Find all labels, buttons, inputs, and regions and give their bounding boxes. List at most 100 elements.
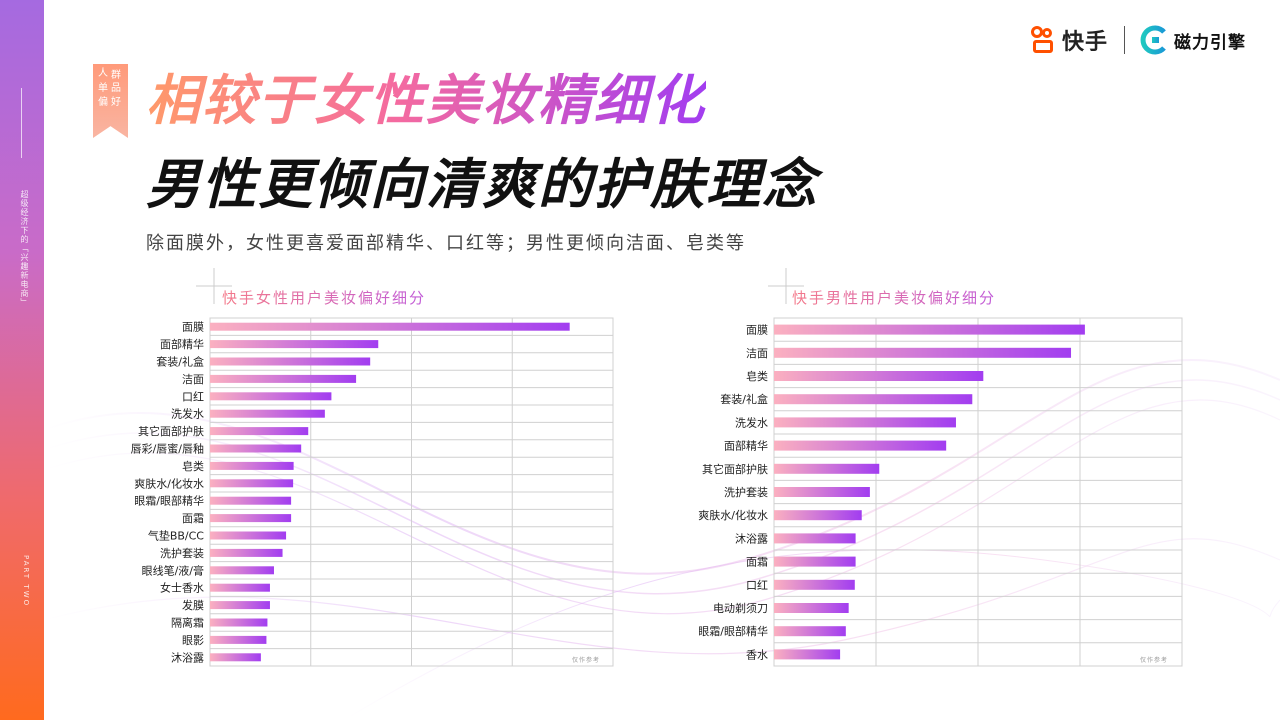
category-label: 气垫BB/CC	[148, 529, 204, 543]
bar	[210, 583, 270, 592]
category-label: 皂类	[746, 369, 768, 383]
chart-title-female: 快手女性用户美妆偏好细分	[222, 289, 427, 307]
panel-line-right	[786, 285, 1176, 287]
bar	[774, 417, 956, 428]
category-label: 洁面	[746, 347, 768, 360]
bar	[774, 440, 947, 451]
category-label: 眼影	[182, 634, 204, 647]
kuaishou-logo: 快手	[1030, 24, 1108, 56]
side-vertical-caption: 超级经济下的「兴趣新电商」	[20, 190, 29, 307]
bar	[774, 371, 984, 381]
category-label: 眼线笔/液/膏	[142, 563, 204, 577]
chart-watermark: 仅作参考	[1140, 657, 1169, 664]
cili-logo: 磁力引擎	[1138, 24, 1246, 56]
bar	[210, 635, 267, 644]
category-label: 皂类	[182, 459, 204, 473]
category-label: 爽肤水/化妆水	[698, 508, 768, 522]
category-label: 香水	[746, 648, 768, 661]
bar	[210, 357, 371, 366]
category-label: 面霜	[746, 556, 768, 569]
bar	[210, 479, 294, 488]
chart-title-male: 快手男性用户美妆偏好细分	[792, 289, 997, 307]
category-label: 套装/礼盒	[156, 355, 204, 369]
bar	[774, 394, 973, 405]
bar	[210, 322, 570, 331]
bar	[774, 603, 849, 613]
bar	[210, 548, 283, 557]
left-side-band: 超级经济下的「兴趣新电商」 PART TWO	[0, 0, 44, 720]
bar	[774, 510, 862, 521]
category-label: 口红	[746, 579, 768, 592]
category-label: 电动剃须刀	[713, 602, 768, 615]
bar	[774, 463, 880, 474]
bar	[210, 653, 261, 662]
page-subtitle: 除面膜外，女性更喜爱面部精华、口红等；男性更倾向洁面、皂类等	[146, 233, 746, 254]
bar	[210, 618, 268, 627]
bar	[210, 374, 357, 383]
section-tag: 人 群 单 品 偏 好	[93, 64, 128, 138]
tag-char: 偏	[98, 97, 108, 108]
category-label: 面霜	[182, 512, 204, 525]
bar	[774, 487, 870, 497]
bar	[210, 340, 379, 349]
bar	[210, 566, 274, 575]
bar	[210, 427, 309, 436]
category-label: 眼霜/眼部精华	[698, 624, 768, 638]
page-title-line2: 男性更倾向清爽的护肤理念	[146, 153, 818, 216]
panel-line-left	[214, 285, 594, 287]
category-label: 其它面部护肤	[138, 424, 204, 438]
bar	[774, 649, 841, 660]
category-label: 沐浴露	[735, 532, 768, 545]
bar	[774, 626, 846, 637]
category-label: 面部精华	[724, 439, 768, 453]
bar	[774, 347, 1072, 358]
bar	[210, 514, 292, 523]
bar	[210, 531, 287, 540]
bar	[774, 556, 856, 567]
bar	[774, 579, 855, 590]
category-label: 洗发水	[171, 407, 204, 421]
male-bar-chart: 面膜 洁面 皂类 套装/礼盒 洗发水 面部精华 其它面部护肤 洗护套装 爽肤水/化妆水 沐浴露 面霜…	[640, 317, 1190, 668]
category-label: 套装/礼盒	[720, 392, 768, 406]
category-label: 洁面	[182, 373, 204, 386]
male-bar-chart-svg: 面膜洁面皂类套装/礼盒洗发水面部精华其它面部护肤洗护套装爽肤水/化妆水沐浴露面霜…	[698, 317, 1183, 667]
category-label: 唇彩/唇蜜/唇釉	[131, 442, 204, 456]
cili-logo-icon	[1140, 25, 1166, 55]
tag-char: 群	[111, 70, 121, 81]
category-label: 爽肤水/化妆水	[134, 476, 204, 490]
bar	[210, 444, 302, 453]
bar	[210, 409, 325, 418]
chart-watermark: 仅作参考	[572, 657, 601, 664]
category-label: 隔离霜	[171, 616, 204, 630]
category-label: 其它面部护肤	[702, 462, 768, 476]
kuaishou-logo-text: 快手	[1062, 30, 1109, 55]
tag-char: 好	[111, 97, 121, 108]
bar	[210, 461, 294, 470]
tag-char: 单	[98, 83, 108, 94]
female-bar-chart: 面膜面部精华套装/礼盒洁面口红洗发水其它面部护肤唇彩/唇蜜/唇釉皂类爽肤水/化妆…	[60, 317, 620, 668]
side-part-label: PART TWO	[22, 555, 30, 608]
category-label: 洗护套装	[160, 546, 204, 560]
tag-char: 人	[98, 68, 108, 79]
category-label: 口红	[182, 390, 204, 403]
side-divider-line	[21, 88, 22, 158]
category-label: 沐浴露	[171, 651, 204, 664]
bar	[210, 496, 292, 505]
bar	[774, 324, 1085, 335]
bar	[774, 533, 856, 544]
category-label: 面膜	[182, 321, 204, 334]
category-label: 面膜	[746, 324, 768, 337]
page-title-line1: 相较于女性美妆精细化	[146, 56, 706, 135]
category-label: 洗发水	[735, 415, 768, 429]
tag-char: 品	[111, 83, 121, 94]
category-label: 面部精华	[160, 337, 204, 351]
cili-logo-text: 磁力引擎	[1174, 32, 1246, 53]
category-label: 女士香水	[160, 581, 204, 595]
category-label: 眼霜/眼部精华	[134, 494, 204, 508]
logo-divider	[1124, 26, 1125, 54]
bar	[210, 392, 332, 401]
bar	[210, 601, 270, 610]
female-bar-chart-svg: 面膜面部精华套装/礼盒洁面口红洗发水其它面部护肤唇彩/唇蜜/唇釉皂类爽肤水/化妆…	[131, 317, 614, 667]
kuaishou-logo-icon	[1030, 26, 1056, 54]
category-label: 发膜	[182, 598, 204, 612]
